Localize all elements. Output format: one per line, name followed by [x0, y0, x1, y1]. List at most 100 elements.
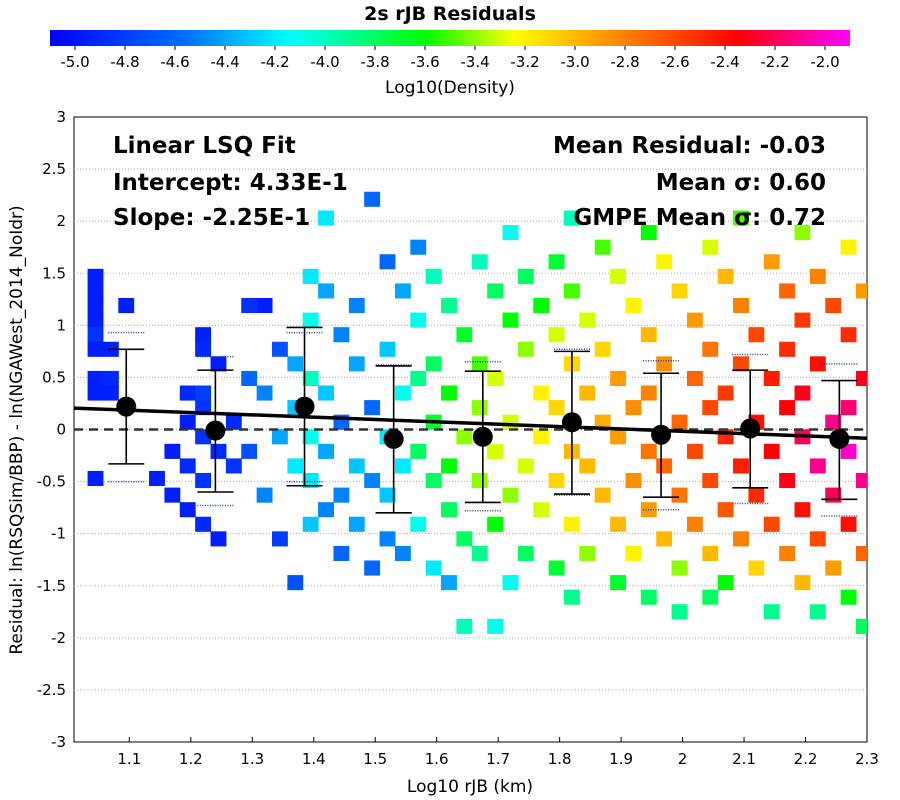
density-cell [579, 385, 596, 401]
density-cell [702, 589, 719, 605]
density-cell [625, 473, 642, 489]
density-heatmap [87, 191, 867, 634]
y-tick-label: 0.5 [42, 368, 66, 386]
density-cell [579, 545, 596, 561]
bin-mean-point [829, 428, 850, 449]
density-cell [763, 254, 780, 270]
y-axis-label: Residual: ln(RSQSim/BBP) - ln(NGAWest_20… [7, 205, 27, 654]
density-cell [702, 400, 719, 416]
density-cell [348, 356, 365, 372]
density-cell [102, 370, 119, 386]
colorbar-tick-label: -2.0 [810, 53, 839, 71]
density-cell [287, 356, 304, 372]
colorbar-tick-label: -3.8 [360, 53, 389, 71]
bin-mean-point [472, 426, 493, 447]
colorbar-tick-label: -5.0 [60, 53, 89, 71]
density-cell [855, 545, 867, 561]
y-tick-label: -3 [51, 733, 66, 751]
density-cell [471, 356, 488, 372]
x-axis-label: Log10 rJB (km) [407, 777, 533, 797]
density-cell [502, 414, 519, 430]
density-cell [779, 545, 796, 561]
density-cell [410, 443, 427, 459]
density-cell [640, 225, 657, 241]
density-cell [364, 473, 381, 489]
density-cell [855, 618, 867, 634]
density-cell [656, 356, 673, 372]
density-cell [195, 341, 212, 357]
density-cell [394, 283, 411, 299]
density-cell [779, 283, 796, 299]
bin-mean-point [383, 428, 404, 449]
density-cell [425, 268, 442, 284]
density-cell [533, 385, 550, 401]
density-cell [855, 473, 867, 489]
density-cell [302, 370, 319, 386]
density-cell [840, 239, 857, 255]
colorbar-tick-label: -4.4 [210, 53, 239, 71]
density-cell [441, 575, 457, 591]
density-cell [87, 370, 104, 386]
density-cell [579, 458, 596, 474]
density-cell [379, 531, 396, 547]
density-cell [302, 429, 319, 445]
bin-stats [108, 326, 858, 517]
density-cell [840, 443, 857, 459]
density-cell [179, 502, 196, 518]
density-cell [502, 312, 519, 328]
x-tick-label: 1.2 [179, 750, 203, 768]
density-cell [610, 429, 626, 445]
density-cell [640, 327, 657, 343]
density-cell [517, 458, 534, 474]
bin-mean-point [561, 412, 582, 433]
density-cell [394, 458, 411, 474]
colorbar-ticks: -5.0 -4.8 -4.6 -4.4 -4.2 -4.0 -3.8 -3.6 -3.4 -3.2… [60, 46, 840, 71]
density-cell [733, 531, 749, 547]
density-cell [840, 400, 857, 416]
density-cell [487, 516, 504, 532]
density-cell [594, 487, 611, 503]
y-tick-label: 1.5 [42, 264, 66, 282]
density-cell [671, 283, 688, 299]
density-cell [717, 385, 734, 401]
density-cell [318, 502, 334, 518]
x-tick-label: 1.1 [117, 750, 141, 768]
density-cell [610, 575, 626, 591]
x-axis-ticks: 1.1 1.2 1.3 1.4 1.5 1.6 1.7 1.8 1.9 2 2.1 2.2 2.3 [117, 737, 879, 768]
density-cell [717, 502, 734, 518]
density-cell [487, 443, 504, 459]
density-cell [702, 341, 719, 357]
density-cell [195, 385, 212, 401]
density-cell [825, 414, 842, 430]
x-tick-label: 1.8 [548, 750, 572, 768]
fit-title-annotation: Linear LSQ Fit [113, 133, 296, 159]
density-cell [302, 268, 319, 284]
density-cell [517, 268, 534, 284]
density-cell [855, 283, 867, 299]
x-tick-label: 1.6 [425, 750, 449, 768]
density-cell [348, 458, 365, 474]
bin-mean-point [205, 420, 226, 441]
density-cell [763, 604, 780, 620]
density-cell [733, 210, 749, 226]
density-cell [210, 531, 227, 547]
density-cell [195, 473, 212, 489]
density-cell [195, 327, 212, 343]
density-cell [333, 545, 350, 561]
y-tick-label: 1 [56, 316, 66, 334]
density-cell [179, 385, 196, 401]
colorbar-label: Log10(Density) [385, 78, 515, 98]
density-cell [471, 473, 488, 489]
density-cell [809, 356, 826, 372]
density-cell [517, 341, 534, 357]
density-cell [441, 385, 457, 401]
density-cell [272, 341, 288, 357]
bin-mean-point [651, 424, 672, 445]
mean-residual-annotation: Mean Residual: -0.03 [553, 133, 826, 159]
density-cell [610, 268, 626, 284]
colorbar-tick-label: -3.2 [510, 53, 539, 71]
x-tick-label: 1.4 [302, 750, 326, 768]
density-cell [87, 268, 104, 284]
density-cell [471, 400, 488, 416]
density-cell [594, 414, 611, 430]
